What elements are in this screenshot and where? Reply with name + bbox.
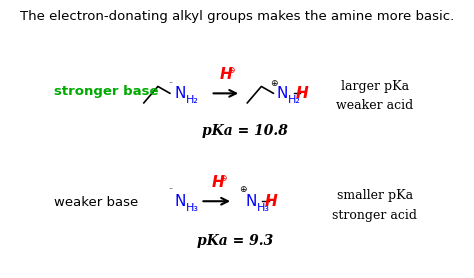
Text: ⊕: ⊕ — [219, 174, 227, 183]
Text: H₂: H₂ — [185, 95, 198, 105]
Text: The electron-donating alkyl groups makes the amine more basic.: The electron-donating alkyl groups makes… — [20, 10, 454, 23]
Text: N: N — [174, 86, 185, 101]
Text: stronger base: stronger base — [55, 85, 159, 98]
Text: ··: ·· — [168, 185, 173, 194]
Text: weaker base: weaker base — [55, 196, 139, 209]
Text: pKa = 9.3: pKa = 9.3 — [197, 234, 273, 248]
Text: larger pKa: larger pKa — [341, 80, 409, 93]
Text: H: H — [219, 67, 232, 82]
Text: H₃: H₃ — [257, 203, 270, 213]
Text: ⊕: ⊕ — [271, 79, 278, 88]
Text: H: H — [296, 86, 309, 101]
Text: smaller pKa: smaller pKa — [337, 189, 413, 202]
Text: N: N — [174, 194, 185, 209]
Text: H: H — [264, 194, 277, 209]
Text: ⊕: ⊕ — [227, 66, 234, 75]
Text: pKa = 10.8: pKa = 10.8 — [202, 124, 288, 138]
Text: H: H — [211, 175, 224, 190]
Text: H₃: H₃ — [185, 203, 199, 213]
Text: ⊕: ⊕ — [239, 185, 247, 194]
Text: H₂: H₂ — [288, 95, 301, 105]
Text: N: N — [277, 86, 288, 101]
Text: N: N — [246, 194, 257, 209]
Text: weaker acid: weaker acid — [337, 99, 414, 112]
Text: stronger acid: stronger acid — [332, 208, 418, 222]
Text: ··: ·· — [168, 79, 173, 88]
